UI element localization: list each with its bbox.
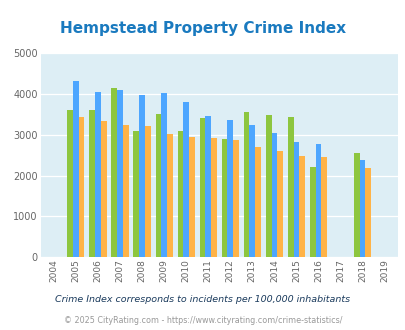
Bar bbox=[265, 115, 271, 257]
Bar bbox=[199, 118, 205, 257]
Bar bbox=[155, 114, 161, 257]
Bar bbox=[255, 147, 260, 257]
Bar bbox=[189, 137, 194, 257]
Text: Crime Index corresponds to incidents per 100,000 inhabitants: Crime Index corresponds to incidents per… bbox=[55, 295, 350, 304]
Bar bbox=[359, 160, 364, 257]
Bar bbox=[161, 93, 166, 257]
Text: Hempstead Property Crime Index: Hempstead Property Crime Index bbox=[60, 21, 345, 36]
Bar bbox=[232, 140, 238, 257]
Bar bbox=[364, 168, 370, 257]
Bar bbox=[100, 121, 106, 257]
Bar bbox=[315, 145, 321, 257]
Bar bbox=[133, 131, 139, 257]
Bar bbox=[123, 125, 128, 257]
Bar bbox=[227, 120, 232, 257]
Bar bbox=[321, 157, 326, 257]
Bar bbox=[79, 117, 84, 257]
Bar bbox=[166, 134, 172, 257]
Bar bbox=[221, 139, 227, 257]
Bar bbox=[353, 153, 359, 257]
Bar bbox=[177, 131, 183, 257]
Bar bbox=[287, 116, 293, 257]
Bar bbox=[271, 133, 277, 257]
Bar bbox=[89, 110, 95, 257]
Bar bbox=[67, 110, 73, 257]
Bar bbox=[111, 87, 117, 257]
Bar bbox=[298, 155, 304, 257]
Bar bbox=[73, 82, 79, 257]
Bar bbox=[95, 92, 100, 257]
Bar bbox=[249, 125, 255, 257]
Bar bbox=[183, 102, 189, 257]
Bar bbox=[243, 112, 249, 257]
Bar bbox=[277, 151, 282, 257]
Bar bbox=[139, 94, 145, 257]
Bar bbox=[205, 116, 211, 257]
Bar bbox=[309, 167, 315, 257]
Bar bbox=[211, 138, 216, 257]
Bar bbox=[293, 142, 298, 257]
Text: © 2025 CityRating.com - https://www.cityrating.com/crime-statistics/: © 2025 CityRating.com - https://www.city… bbox=[64, 315, 341, 325]
Bar bbox=[145, 126, 150, 257]
Bar bbox=[117, 90, 123, 257]
